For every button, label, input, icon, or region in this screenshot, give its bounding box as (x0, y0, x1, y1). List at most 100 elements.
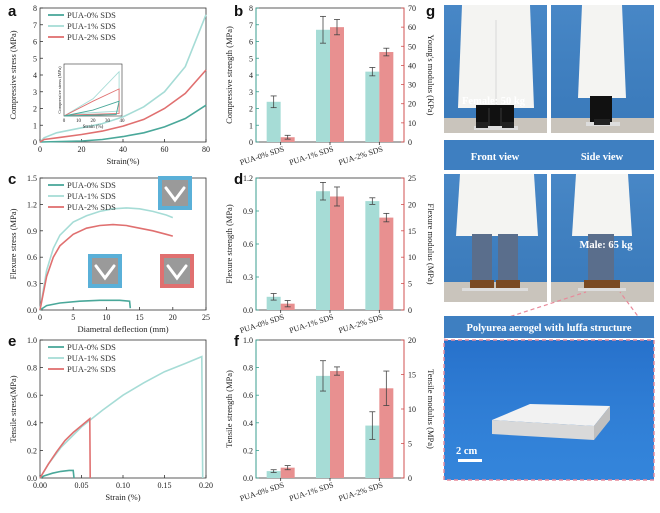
bar-f-0-0 (266, 471, 281, 478)
y2-tick-label: 60 (408, 23, 416, 32)
y-tick-label: 0.0 (27, 306, 37, 315)
y2-tick-label: 25 (408, 174, 416, 183)
y-tick-label: 0.8 (27, 364, 37, 373)
y2-tick-label: 40 (408, 61, 416, 70)
y-tick-label: 1 (249, 121, 253, 130)
series-line-c-2 (39, 223, 174, 311)
y2-tick-label: 0 (408, 138, 412, 147)
chart-f: 0.0 0.2 0.4 0.6 0.8 1.0 Tensile strength (MPa)… (224, 336, 436, 503)
y-axis-label: Tensile strength (MPa) (224, 370, 234, 448)
side-view-label: Side view (581, 152, 624, 163)
legend-entry: PUA-1% SDS (67, 21, 116, 31)
y2-tick-label: 10 (408, 405, 416, 414)
y-tick-label: 0.6 (243, 240, 253, 249)
bar-d-1-2 (379, 217, 394, 310)
scale-bar-label: 2 cm (456, 446, 478, 457)
y-tick-label: 0.4 (243, 419, 253, 428)
inset-x-tick: 20 (91, 119, 97, 124)
chart-e: 0.0 0.2 0.4 0.6 0.8 1.0 Tensile stress(MPa) 0.0… (8, 336, 213, 502)
inset-x-tick: 0 (63, 119, 66, 124)
y2-axis-label: Tensile modulus (MPa) (426, 369, 436, 449)
inset-x-tick: 30 (105, 119, 111, 124)
y-tick-label: 1.5 (27, 174, 37, 183)
y-tick-label: 5 (249, 54, 253, 63)
y-tick-label: 0 (249, 138, 253, 147)
series-line-e-1 (39, 355, 204, 479)
photo-aerogel-closeup (443, 339, 655, 481)
category-label: PUA-0% SDS (239, 144, 286, 167)
y2-tick-label: 70 (408, 4, 416, 13)
series-line-c-1 (39, 207, 174, 311)
y-tick-label: 1.2 (27, 200, 37, 209)
x-tick-label: 25 (202, 313, 210, 322)
x-tick-label: 0.20 (199, 481, 213, 490)
y2-axis-label: Flexure modulus (MPa) (426, 203, 436, 284)
y-tick-label: 1 (33, 121, 37, 130)
y-tick-label: 8 (33, 4, 37, 13)
inset-frame (63, 63, 123, 117)
y-tick-label: 4 (249, 71, 253, 80)
y-tick-label: 0.6 (27, 253, 37, 262)
y-tick-label: 0.6 (243, 391, 253, 400)
bar-d-0-2 (365, 201, 380, 310)
photo-female-side (551, 5, 654, 133)
bar-d-1-1 (330, 196, 344, 310)
inset-x-tick: 10 (76, 119, 82, 124)
x-tick-label: 0 (38, 145, 42, 154)
y-axis-label: Flexure strength (MPa) (224, 204, 234, 283)
female-weight-label: Female: 50 kg (462, 96, 526, 107)
y-axis-label: Flexure stress (MPa) (8, 208, 18, 279)
bar-d-0-1 (316, 191, 330, 310)
bend-arrow-icon (94, 264, 116, 281)
series-line-a-2 (39, 69, 207, 143)
chart-c: 0.0 0.3 0.6 0.9 1.2 1.5 Flexure stress (MPa) 0 5… (8, 174, 210, 334)
panel-label-d: d (234, 171, 243, 188)
y-tick-label: 3 (249, 88, 253, 97)
specimen-thumbnail-1 (88, 254, 122, 288)
y2-tick-label: 15 (408, 227, 416, 236)
y-tick-label: 0.3 (27, 280, 37, 289)
bar-b-1-1 (330, 27, 344, 143)
y-tick-label: 5 (33, 54, 37, 63)
x-tick-label: 60 (161, 145, 169, 154)
y-tick-label: 0.8 (243, 364, 253, 373)
y2-tick-label: 30 (408, 81, 416, 90)
y-tick-label: 0.2 (27, 446, 37, 455)
category-label: PUA-2% SDS (337, 144, 384, 167)
series-line-a-1 (39, 14, 207, 143)
x-tick-label: 20 (169, 313, 177, 322)
y2-tick-label: 20 (408, 200, 416, 209)
x-tick-label: 0.05 (75, 481, 89, 490)
panel-label-f: f (234, 333, 240, 350)
y2-tick-label: 5 (408, 280, 412, 289)
legend-entry: PUA-2% SDS (67, 364, 116, 374)
x-tick-label: 0 (38, 313, 42, 322)
y2-tick-label: 15 (408, 371, 416, 380)
y2-tick-label: 50 (408, 42, 416, 51)
legend-entry: PUA-2% SDS (67, 202, 116, 212)
chart-d: 0.0 0.3 0.6 0.9 1.2 Flexure strength (MPa) 0 5 1… (224, 174, 436, 335)
view-label-band (444, 140, 654, 170)
x-axis-label: Diametral deflection (mm) (77, 324, 168, 334)
bar-b-1-2 (379, 52, 394, 142)
inset-x-label: Strain (%) (83, 125, 104, 130)
bend-arrow-icon (164, 186, 186, 203)
plot-frame-e (39, 339, 207, 479)
series-line-e-2 (39, 417, 91, 479)
y-tick-label: 1.0 (243, 336, 253, 345)
y-tick-label: 0.0 (27, 474, 37, 483)
series-line-e-0 (39, 469, 75, 479)
bar-b-0-2 (365, 71, 380, 142)
y-tick-label: 0.9 (27, 227, 37, 236)
bend-arrow-icon (166, 264, 188, 281)
y-axis-label: Compressive stress (MPa) (8, 30, 18, 119)
y-tick-label: 6 (249, 38, 253, 47)
category-label: PUA-0% SDS (239, 480, 286, 503)
legend-entry: PUA-0% SDS (67, 180, 116, 190)
legend-entry: PUA-2% SDS (67, 32, 116, 42)
y-tick-label: 0.2 (243, 446, 253, 455)
inset-x-tick: 40 (120, 119, 126, 124)
x-tick-label: 10 (102, 313, 110, 322)
